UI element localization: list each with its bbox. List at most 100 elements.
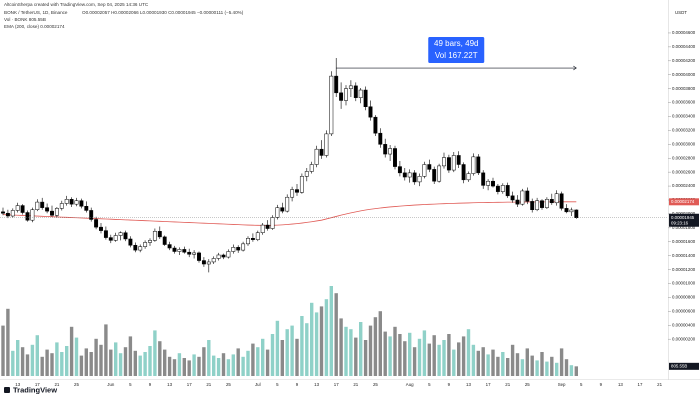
x-tick-label: 21 [657,382,662,387]
volume-bar [486,354,490,376]
volume-bar [339,318,343,376]
volume-bar [403,341,407,376]
y-tick-label: 0.00003600 [672,100,696,105]
y-tick-label: 0.00000600 [672,309,696,314]
volume-bar [540,352,544,376]
volume-bar [574,366,578,376]
candle-body [285,196,290,212]
candle-body [540,200,544,208]
volume-bar [74,337,79,376]
volume-bar [334,293,338,376]
candle-body [564,208,569,213]
brand-icon [4,387,10,393]
candle-body [358,89,363,98]
x-tick-label: Jul [255,382,261,387]
symbol[interactable]: BONK / TetherUS, 1D, Binance [4,10,68,15]
x-tick-label: 9 [600,382,603,387]
volume-bar [324,299,329,376]
y-tick-label: 0.00001600 [672,239,696,244]
candle-body [378,132,383,145]
volume-bar [231,354,235,376]
candle-body [152,231,157,241]
volume-bar [559,348,564,376]
y-tick-label: 0.00001800 [672,225,696,230]
volume-bar [187,360,191,376]
volume-bar [65,346,69,376]
volume-bar [182,358,186,376]
measure-arrowhead [573,65,577,71]
candle-body [113,235,118,241]
last-price-label: 0.00001945 [671,215,695,220]
volume-bar [256,347,260,376]
volume-bar [442,340,446,376]
brand-logo: TradingView [4,385,57,394]
candle-body [486,180,491,186]
candle-body [128,238,133,246]
candle-body [515,199,520,205]
volume-bar [79,355,84,376]
volume-bar [241,356,245,376]
volume-bar [530,355,534,376]
candle-body [260,224,265,233]
y-tick-label: 0.00004600 [672,30,696,35]
x-tick-label: 13 [314,382,319,387]
volume-bar [422,330,427,376]
x-tick-label: Sep [558,382,566,387]
x-tick-label: 9 [296,382,299,387]
volume-label-box [669,362,699,370]
volume-bar [197,356,201,376]
volume-bar [20,347,25,376]
y-tick-label: 0.00001400 [672,253,696,258]
candle-body [402,172,407,178]
candle-body [314,148,319,165]
candle-body [442,157,446,167]
candle-body [275,207,280,218]
x-tick-label: 25 [525,382,530,387]
candle-body [373,116,378,134]
candle-body [304,171,309,177]
candle-body [383,144,388,155]
candle-body [167,244,172,249]
candle-body [554,193,559,204]
measure-volume: Vol 167.22T [435,51,478,60]
candle-body [393,148,397,167]
volume-bar [457,342,461,376]
volume-bar [207,340,211,376]
candle-body [236,247,241,251]
x-tick-label: 17 [638,382,643,387]
candle-body [197,252,201,261]
candle-body [290,189,295,198]
candle-body [525,190,530,202]
candle-body [437,165,442,182]
ema-legend[interactable]: EMA (200, close) 0.00002174 [4,24,65,29]
candle-body [54,208,59,216]
candle-body [574,209,579,218]
candle-body [192,252,197,255]
candle-body [84,206,89,211]
candle-body [118,232,123,236]
volume-bar [412,347,417,376]
volume-bar [349,329,353,376]
volume-bar [305,323,309,376]
volume-bar [310,302,314,376]
volume-bar [123,347,128,376]
volume-pane [1,286,578,376]
candle-body [64,199,69,204]
x-tick-label: 17 [334,382,339,387]
volume-legend[interactable]: Vol · BONK 805.55B [4,17,46,22]
volume-bar [89,352,93,376]
volume-bar [104,324,108,376]
volume-bar [133,350,137,376]
volume-bar [466,329,471,376]
volume-bar [172,359,177,376]
volume-bar [452,349,456,376]
currency[interactable]: USDT [675,10,687,15]
volume-bar [510,344,515,376]
volume-bar [545,361,549,376]
candle-body [231,247,236,252]
volume-bar [192,354,196,376]
volume-bar [226,359,231,376]
y-tick-label: 0.00003200 [672,128,696,133]
volume-bar [520,359,525,376]
candle-body [500,185,505,192]
